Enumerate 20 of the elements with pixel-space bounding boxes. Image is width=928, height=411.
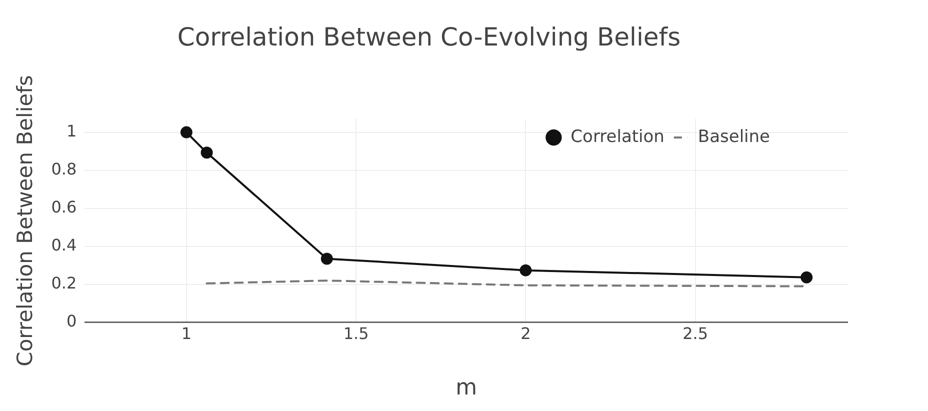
point — [180, 126, 192, 138]
y-tick-label: 0 — [66, 312, 77, 331]
x-tick-label: 1.5 — [343, 324, 369, 344]
point — [520, 264, 532, 276]
y-tick-label: 0.2 — [51, 274, 77, 293]
y-tick-label: 1 — [66, 121, 77, 140]
x-tick-label: 2 — [520, 324, 531, 344]
y-tick-label: 0.6 — [51, 198, 77, 216]
point — [320, 252, 333, 265]
y-tick-label: 0.8 — [51, 159, 77, 178]
y-tick-label: 0.4 — [51, 236, 77, 255]
chart-title: Correlation Between Co-Evolving Beliefs — [177, 22, 681, 52]
point — [800, 271, 813, 284]
point — [200, 146, 213, 159]
legend-label: Baseline — [698, 126, 770, 147]
x-tick-label: 1 — [181, 324, 192, 344]
x-tick-label: 2.5 — [682, 324, 708, 344]
x-axis-title: m — [456, 376, 478, 401]
y-axis-title: Correlation Between Beliefs — [13, 75, 38, 366]
legend-label: Correlation — [570, 126, 664, 147]
